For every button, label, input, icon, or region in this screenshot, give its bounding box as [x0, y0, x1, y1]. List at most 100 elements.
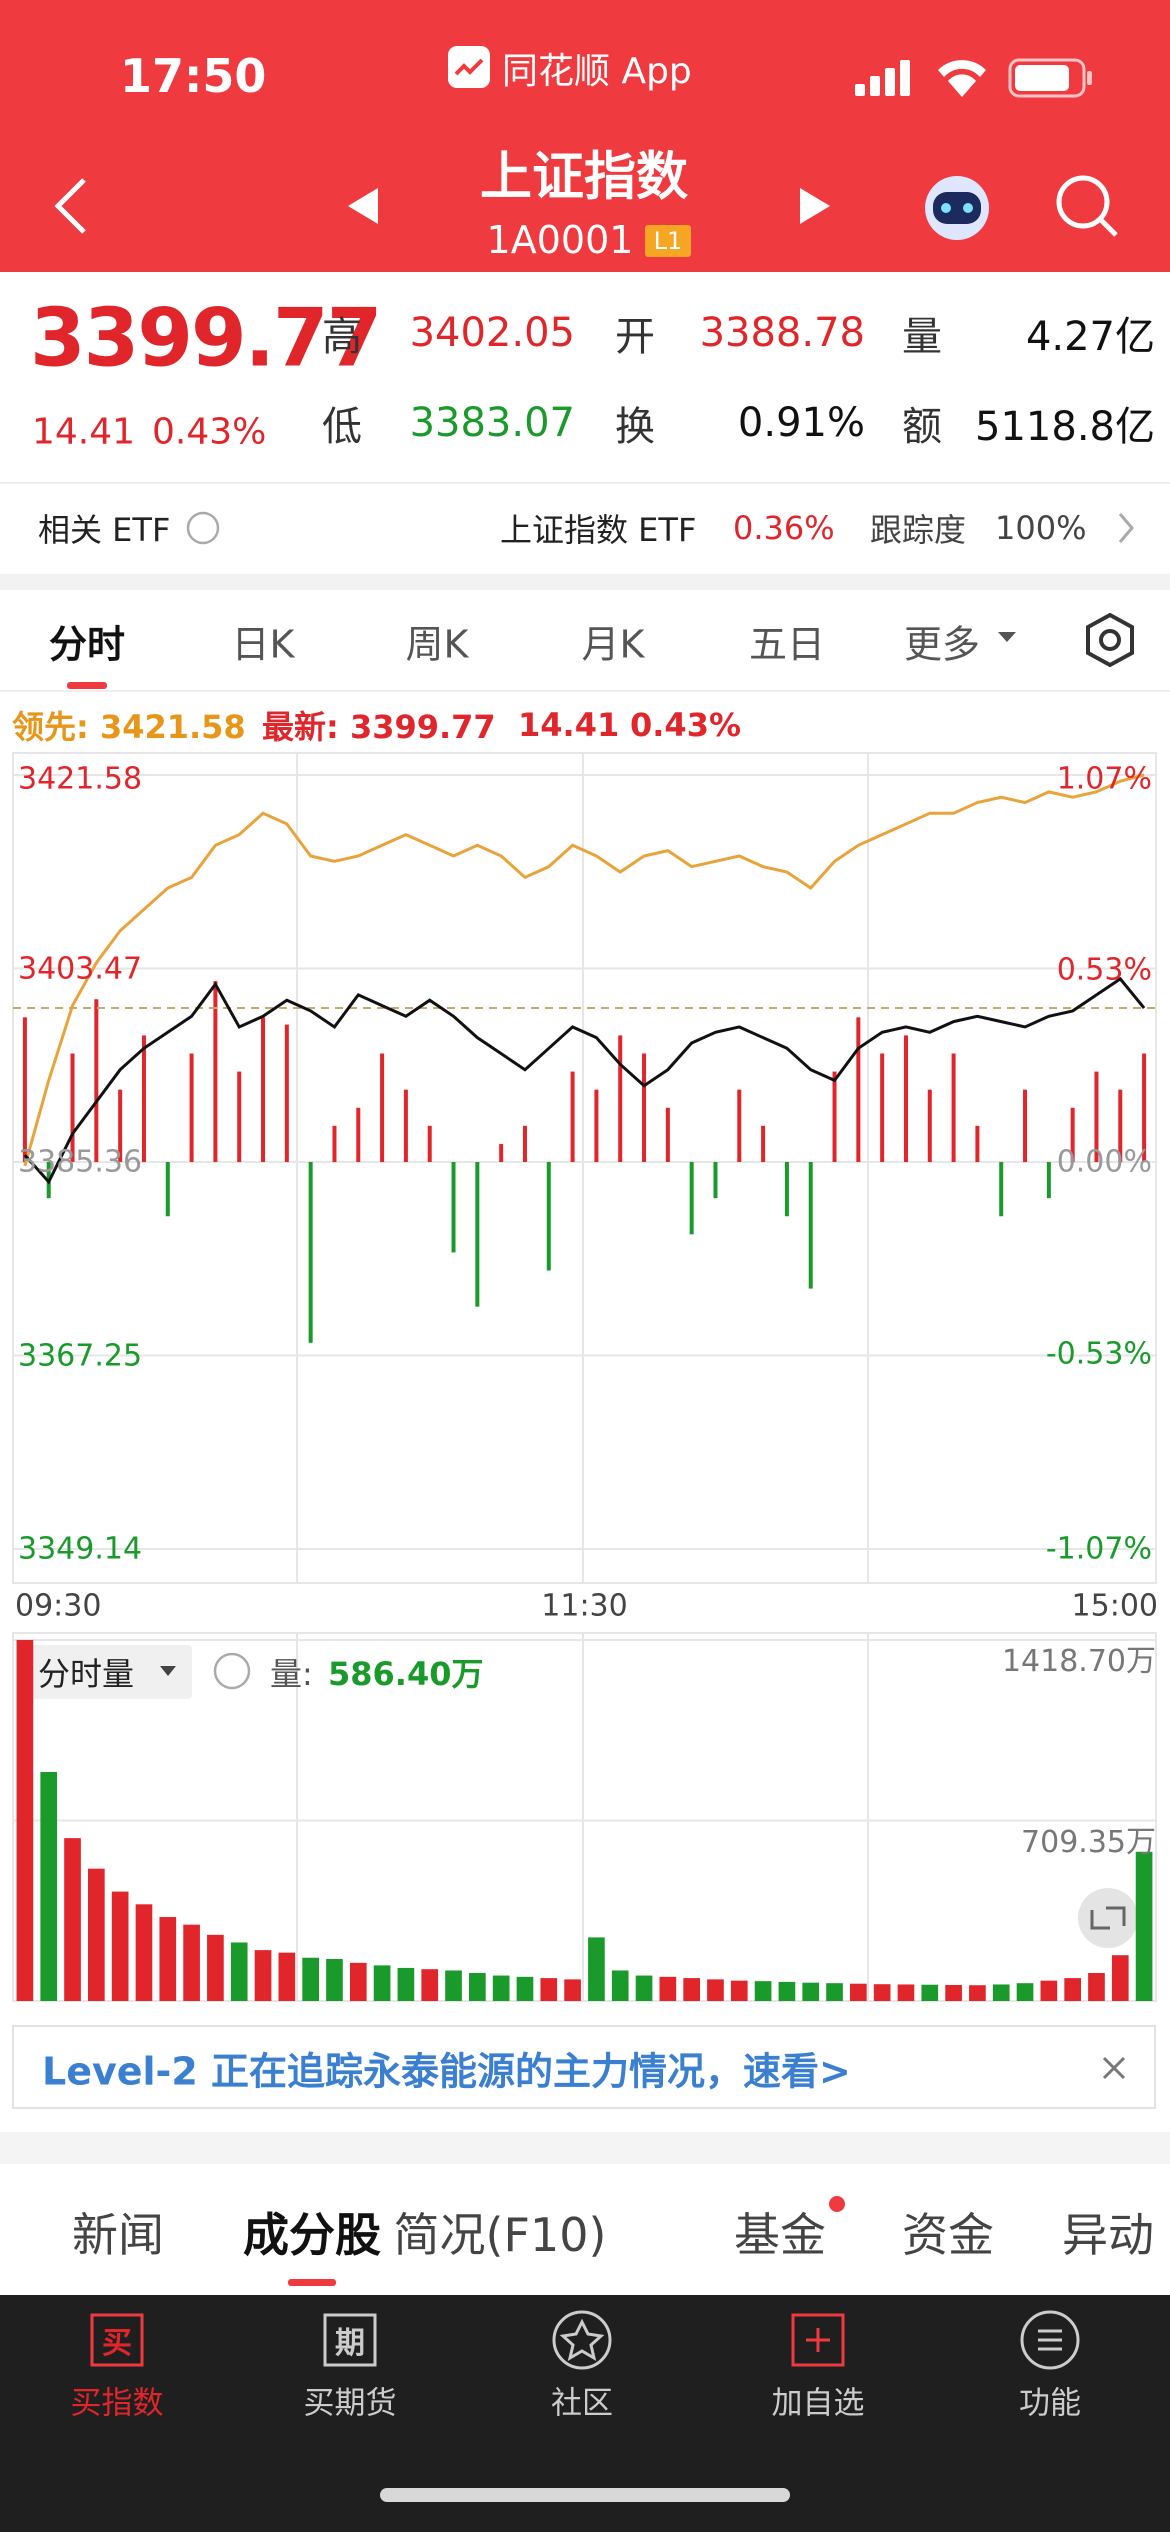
volume-bar [183, 1924, 200, 2001]
volume-bar [302, 1957, 319, 2001]
close-icon[interactable] [1102, 2056, 1126, 2080]
tab-label[interactable]: 加自选 [771, 2385, 865, 2422]
bar [618, 1035, 623, 1162]
bar [927, 1089, 932, 1162]
bar [642, 1053, 647, 1162]
bar [1070, 1107, 1075, 1162]
volume-bar [540, 1978, 558, 2001]
tab-label[interactable]: 买期货 [303, 2385, 397, 2422]
bar [189, 1053, 194, 1162]
x-tick-label: 09:30 [15, 1588, 102, 1624]
volume-bar [159, 1917, 177, 2001]
nav-icons[interactable] [54, 175, 1118, 240]
bar [570, 1071, 575, 1162]
volume-bar [326, 1959, 343, 2001]
bar [165, 1162, 170, 1217]
bar [808, 1162, 813, 1289]
tab-label[interactable]: 社区 [551, 2385, 613, 2422]
y2-tick-label: 0.53% [1056, 952, 1152, 988]
chart-tab[interactable]: 五日 [748, 622, 826, 667]
bar [356, 1107, 361, 1162]
y-tick-label: 3403.47 [18, 951, 143, 986]
chart-tab[interactable]: 更多 [903, 622, 981, 667]
bar [761, 1125, 766, 1162]
volume-bar [754, 1981, 772, 2001]
app-name: 同花顺 App [502, 51, 692, 92]
info-tab[interactable]: 资金 [902, 2208, 994, 2262]
dropdown-arrow[interactable] [160, 1666, 176, 1676]
bar [332, 1125, 337, 1162]
volume-bar [1064, 1978, 1081, 2001]
bar [546, 1162, 551, 1271]
y2-tick-label: 0.00% [1056, 1144, 1152, 1180]
y-tick-label: 3421.58 [18, 761, 143, 797]
info-tab[interactable]: 简况(F10) [393, 2208, 607, 2262]
tab-label[interactable]: 买指数 [70, 2385, 164, 2422]
level-badge-text: L1 [653, 227, 683, 255]
volume-bar [564, 1979, 581, 2001]
stat-value: 3383.07 [409, 400, 575, 446]
chart-tab[interactable]: 日K [231, 622, 295, 667]
volume-bar [992, 1984, 1010, 2001]
settings-icon[interactable] [1086, 612, 1134, 668]
volume-bar [873, 1984, 891, 2001]
y-tick-label: 3349.14 [18, 1531, 143, 1567]
chart-tab[interactable]: 周K [405, 622, 469, 667]
dropdown-arrow[interactable] [998, 632, 1016, 642]
info-tab[interactable]: 新闻 [72, 2208, 164, 2262]
bar [713, 1162, 718, 1199]
chevron[interactable] [1118, 513, 1134, 543]
bar [499, 1143, 504, 1162]
tab-icon-text: 期 [335, 2326, 365, 2361]
info-tab[interactable]: 基金 [734, 2208, 826, 2262]
info-tab[interactable]: 异动 [1062, 2208, 1154, 2262]
bar [522, 1125, 527, 1162]
stat-label: 额 [902, 404, 942, 450]
etf-change: 0.36% [733, 509, 835, 547]
info-tab[interactable]: 成分股 [243, 2208, 381, 2262]
volume-bar [969, 1985, 986, 2001]
tab-underline [67, 682, 107, 689]
expand-icon[interactable] [1078, 1888, 1138, 1948]
banner-text[interactable]: Level-2 正在追踪永泰能源的主力情况，速看> [42, 2049, 851, 2094]
volume-bar [278, 1952, 296, 2001]
y-tick-label: 3367.25 [18, 1338, 143, 1373]
tab-bar-icons[interactable] [90, 2310, 1080, 2370]
bar [1094, 1071, 1099, 1162]
price: 3399.77 [30, 291, 382, 385]
bar [475, 1162, 480, 1307]
chart-tab[interactable]: 月K [581, 622, 645, 667]
home-indicator [380, 2488, 790, 2502]
info-tab-underline [288, 2279, 336, 2286]
bar [737, 1089, 742, 1162]
x-tick-label: 15:00 [1071, 1588, 1158, 1624]
tab-label[interactable]: 功能 [1019, 2385, 1081, 2422]
tracking-label: 跟踪度 [870, 511, 967, 549]
bar [213, 981, 218, 1162]
volume-title[interactable]: 分时量 [38, 1655, 135, 1693]
volume-bar [40, 1771, 58, 2001]
bar [22, 1017, 27, 1162]
change-pct: 0.43% [152, 411, 267, 453]
etf-name: 上证指数 ETF [500, 511, 697, 549]
volume-bar [1135, 1851, 1153, 2001]
chart-tab[interactable]: 分时 [48, 622, 126, 667]
volume-bar [611, 1970, 629, 2001]
bar [856, 1017, 861, 1162]
stat-value: 0.91% [737, 400, 865, 446]
bar [689, 1162, 694, 1235]
bar [1118, 1089, 1123, 1162]
y2-tick-label: -1.07% [1045, 1531, 1152, 1567]
volume-bar [1111, 1955, 1129, 2001]
volume-selector[interactable] [22, 1645, 192, 1699]
help-icon[interactable] [186, 511, 251, 1690]
stat-label: 量 [902, 314, 942, 360]
price-line [23, 976, 1146, 1185]
volume-bar [492, 1975, 510, 2001]
legend-lead: 领先: 3421.58 [12, 708, 246, 746]
bar [1142, 1053, 1147, 1162]
tabs-divider [0, 690, 1170, 692]
status-icons [448, 46, 1092, 98]
bar [261, 1017, 266, 1162]
